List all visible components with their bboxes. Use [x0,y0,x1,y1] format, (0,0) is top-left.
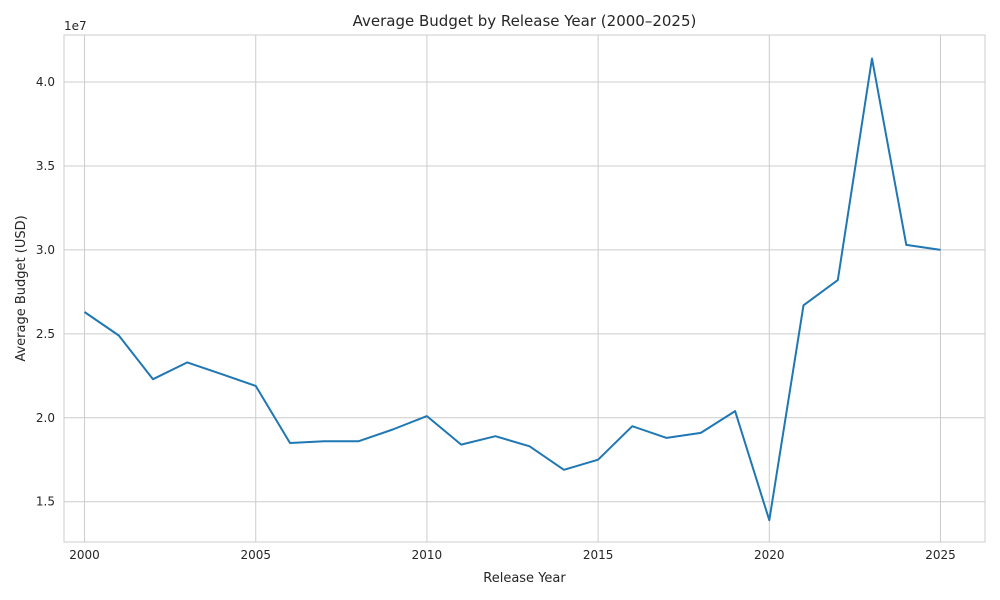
x-tick-label: 2010 [412,548,443,562]
x-tick-label: 2000 [69,548,100,562]
y-tick-label: 3.0 [36,243,55,257]
y-axis-offset-text: 1e7 [64,19,87,33]
series-layer [83,57,941,522]
y-tick-label: 2.5 [36,327,55,341]
y-tick-label: 2.0 [36,411,55,425]
x-tick-label: 2015 [583,548,614,562]
x-tick-label: 2005 [240,548,271,562]
y-tick-label: 3.5 [36,159,55,173]
y-axis-label: Average Budget (USD) [14,215,29,361]
y-tick-label: 4.0 [36,75,55,89]
x-tick-label: 2025 [925,548,956,562]
tick-labels: 2000 2005 2010 2015 2020 2025 1.5 2.0 2.5 3.0 3.5 4… [36,75,956,562]
y-tick-label: 1.5 [36,495,55,509]
x-tick-label: 2020 [754,548,785,562]
plot-frame [63,34,986,543]
grid-layer [64,35,985,542]
series-line [83,57,941,522]
x-axis-label: Release Year [483,571,566,586]
chart-title: Average Budget by Release Year (2000–202… [353,12,697,30]
